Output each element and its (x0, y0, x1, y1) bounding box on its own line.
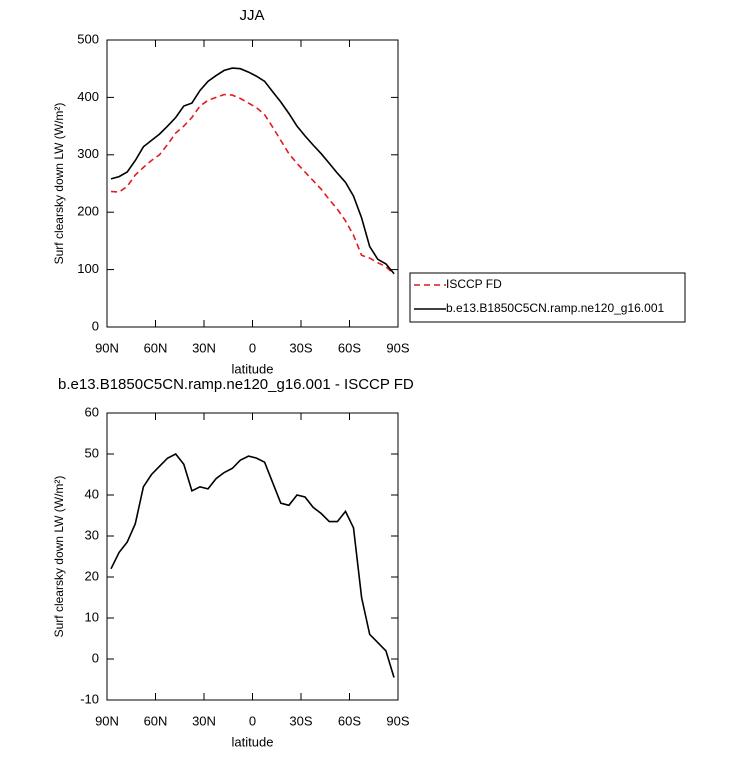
y-tick-label: 60 (85, 404, 99, 419)
x-tick-label: 0 (249, 340, 256, 355)
x-tick-label: 0 (249, 713, 256, 728)
chart-title: b.e13.B1850C5CN.ramp.ne120_g16.001 - ISC… (58, 376, 414, 393)
x-tick-label: 60N (144, 340, 168, 355)
legend-label: b.e13.B1850C5CN.ramp.ne120_g16.001 (446, 301, 664, 315)
y-tick-label: 0 (92, 318, 99, 333)
chart-title: JJA (239, 7, 264, 24)
y-tick-label: 40 (85, 486, 99, 501)
legend-box (409, 272, 686, 323)
x-tick-label: 60S (338, 713, 361, 728)
x-tick-label: 30S (289, 340, 312, 355)
y-tick-label: 30 (85, 527, 99, 542)
x-tick-label: 90S (386, 340, 409, 355)
y-tick-label: 20 (85, 568, 99, 583)
y-axis-label: Surf clearsky down LW (W/m²) (52, 103, 66, 265)
y-tick-label: 400 (77, 89, 99, 104)
x-tick-label: 60S (338, 340, 361, 355)
y-tick-label: 200 (77, 204, 99, 219)
x-tick-label: 90S (386, 713, 409, 728)
x-tick-label: 30N (192, 713, 216, 728)
data-line (110, 67, 395, 275)
y-tick-label: 300 (77, 146, 99, 161)
y-tick-label: 0 (92, 650, 99, 665)
x-axis-label: latitude (232, 734, 274, 749)
y-tick-label: 50 (85, 445, 99, 460)
plot-frame (106, 39, 399, 328)
x-axis-label: latitude (232, 361, 274, 376)
x-tick-label: 60N (144, 713, 168, 728)
y-tick-label: -10 (80, 691, 99, 706)
x-tick-label: 30S (289, 713, 312, 728)
x-tick-label: 90N (95, 713, 119, 728)
y-tick-label: 500 (77, 31, 99, 46)
legend-label: ISCCP FD (446, 277, 502, 291)
y-tick-label: 10 (85, 609, 99, 624)
plot-frame (106, 412, 399, 701)
data-line (110, 93, 395, 275)
x-tick-label: 90N (95, 340, 119, 355)
y-axis-label: Surf clearsky down LW (W/m²) (52, 476, 66, 638)
data-line (110, 452, 395, 678)
x-tick-label: 30N (192, 340, 216, 355)
y-tick-label: 100 (77, 261, 99, 276)
